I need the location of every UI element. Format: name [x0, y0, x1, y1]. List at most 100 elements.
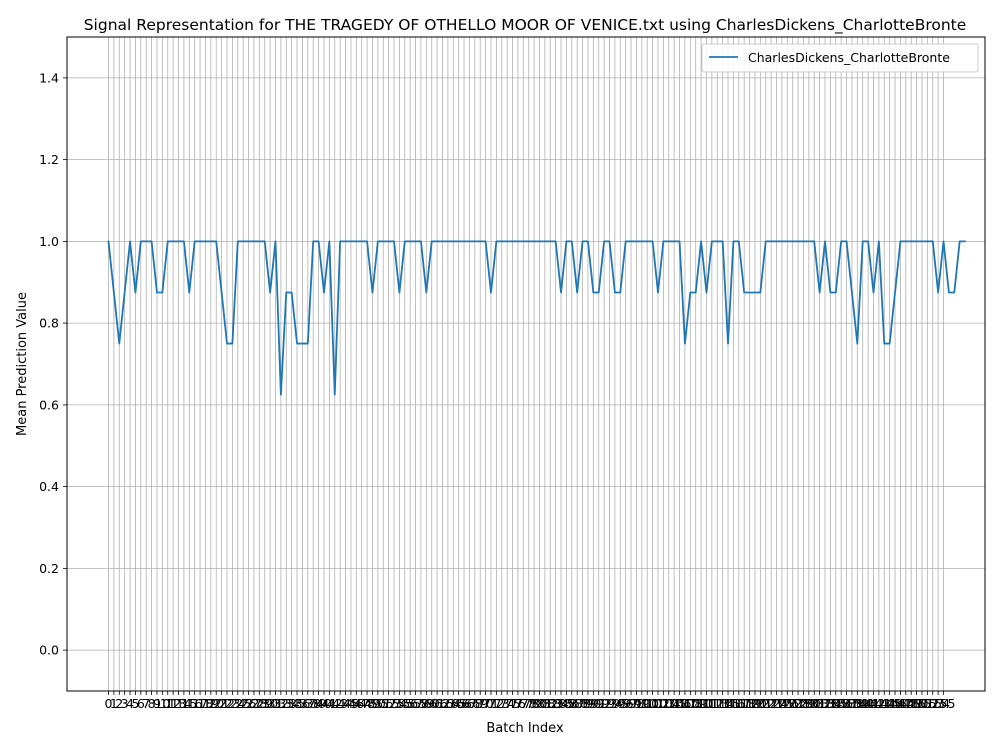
- x-tick-label: 15: [181, 696, 197, 711]
- x-tick-label: 49: [365, 696, 381, 711]
- x-tick-label: 23: [224, 696, 240, 711]
- x-tick-label: 102: [646, 696, 670, 711]
- x-tick-label: 46: [348, 696, 364, 711]
- x-tick-label: 143: [867, 696, 891, 711]
- x-tick-label: 39: [311, 696, 327, 711]
- x-tick-label: 12: [165, 696, 181, 711]
- x-tick-label: 98: [628, 696, 644, 711]
- x-tick-label: 99: [634, 696, 650, 711]
- x-tick-label: 140: [851, 696, 875, 711]
- x-tick-label: 69: [472, 696, 488, 711]
- x-tick-label: 42: [327, 696, 343, 711]
- x-tick-label: 153: [921, 696, 945, 711]
- x-tick-label: 147: [888, 696, 912, 711]
- x-tick-label: 27: [246, 696, 262, 711]
- x-tick-label: 149: [899, 696, 923, 711]
- x-tick-label: 133: [813, 696, 837, 711]
- x-tick-label: 139: [845, 696, 869, 711]
- x-tick-label: 148: [894, 696, 918, 711]
- x-tick-label: 75: [505, 696, 521, 711]
- x-tick-label: 138: [840, 696, 864, 711]
- x-tick-label: 63: [440, 696, 456, 711]
- x-tick-label: 90: [585, 696, 601, 711]
- x-tick-label: 30: [262, 696, 278, 711]
- x-axis-ticks: 0123456789101112131415161718192021222324…: [105, 691, 956, 711]
- x-tick-label: 152: [915, 696, 939, 711]
- y-tick-label: 1.0: [39, 234, 59, 249]
- chart-title: Signal Representation for THE TRAGEDY OF…: [84, 16, 967, 35]
- x-tick-label: 119: [738, 696, 762, 711]
- y-tick-label: 0.0: [39, 643, 59, 658]
- x-tick-label: 56: [402, 696, 418, 711]
- x-tick-label: 95: [612, 696, 628, 711]
- x-tick-label: 26: [241, 696, 257, 711]
- x-tick-label: 13: [171, 696, 187, 711]
- x-tick-label: 7: [142, 696, 150, 711]
- x-tick-label: 68: [467, 696, 483, 711]
- x-tick-label: 118: [732, 696, 756, 711]
- x-tick-label: 87: [569, 696, 585, 711]
- x-tick-label: 70: [478, 696, 494, 711]
- x-tick-label: 60: [424, 696, 440, 711]
- x-tick-label: 34: [284, 696, 300, 711]
- x-tick-label: 59: [418, 696, 434, 711]
- x-tick-label: 50: [370, 696, 386, 711]
- x-tick-label: 32: [273, 696, 289, 711]
- x-tick-label: 73: [494, 696, 510, 711]
- x-tick-label: 128: [786, 696, 810, 711]
- x-tick-label: 132: [808, 696, 832, 711]
- x-tick-label: 125: [770, 696, 794, 711]
- x-tick-label: 88: [575, 696, 591, 711]
- y-tick-label: 0.4: [39, 479, 59, 494]
- x-tick-label: 82: [542, 696, 558, 711]
- x-tick-label: 101: [641, 696, 665, 711]
- x-tick-label: 29: [257, 696, 273, 711]
- x-tick-label: 44: [338, 696, 354, 711]
- x-tick-label: 83: [548, 696, 564, 711]
- x-tick-label: 126: [775, 696, 799, 711]
- x-tick-label: 124: [765, 696, 789, 711]
- x-tick-label: 10: [154, 696, 170, 711]
- x-tick-label: 100: [635, 696, 659, 711]
- x-tick-label: 0: [105, 696, 113, 711]
- x-tick-label: 43: [332, 696, 348, 711]
- x-tick-label: 16: [187, 696, 203, 711]
- x-tick-label: 151: [910, 696, 934, 711]
- y-tick-label: 1.2: [39, 152, 59, 167]
- x-tick-label: 89: [580, 696, 596, 711]
- x-tick-label: 84: [553, 696, 569, 711]
- x-tick-label: 58: [413, 696, 429, 711]
- x-tick-label: 155: [932, 696, 956, 711]
- x-tick-label: 1: [110, 696, 118, 711]
- x-tick-label: 9: [153, 696, 161, 711]
- x-tick-label: 71: [483, 696, 499, 711]
- x-tick-label: 105: [662, 696, 686, 711]
- x-tick-label: 62: [435, 696, 451, 711]
- x-tick-label: 129: [792, 696, 816, 711]
- x-tick-label: 122: [754, 696, 778, 711]
- x-tick-label: 144: [872, 696, 896, 711]
- x-tick-label: 21: [214, 696, 230, 711]
- x-axis-label: Batch Index: [486, 721, 564, 736]
- x-tick-label: 150: [905, 696, 929, 711]
- x-tick-label: 111: [695, 696, 719, 711]
- x-tick-label: 141: [856, 696, 880, 711]
- x-tick-label: 136: [829, 696, 853, 711]
- x-tick-label: 4: [126, 696, 134, 711]
- x-tick-label: 131: [802, 696, 826, 711]
- x-tick-label: 54: [391, 696, 407, 711]
- x-tick-label: 146: [883, 696, 907, 711]
- x-tick-label: 137: [835, 696, 859, 711]
- x-tick-label: 121: [748, 696, 772, 711]
- x-tick-label: 38: [305, 696, 321, 711]
- x-tick-label: 61: [429, 696, 445, 711]
- x-tick-label: 5: [131, 696, 139, 711]
- x-tick-label: 112: [700, 696, 724, 711]
- x-tick-label: 28: [251, 696, 267, 711]
- x-tick-label: 154: [926, 696, 950, 711]
- x-tick-label: 74: [499, 696, 515, 711]
- x-tick-label: 51: [375, 696, 391, 711]
- x-tick-label: 80: [532, 696, 548, 711]
